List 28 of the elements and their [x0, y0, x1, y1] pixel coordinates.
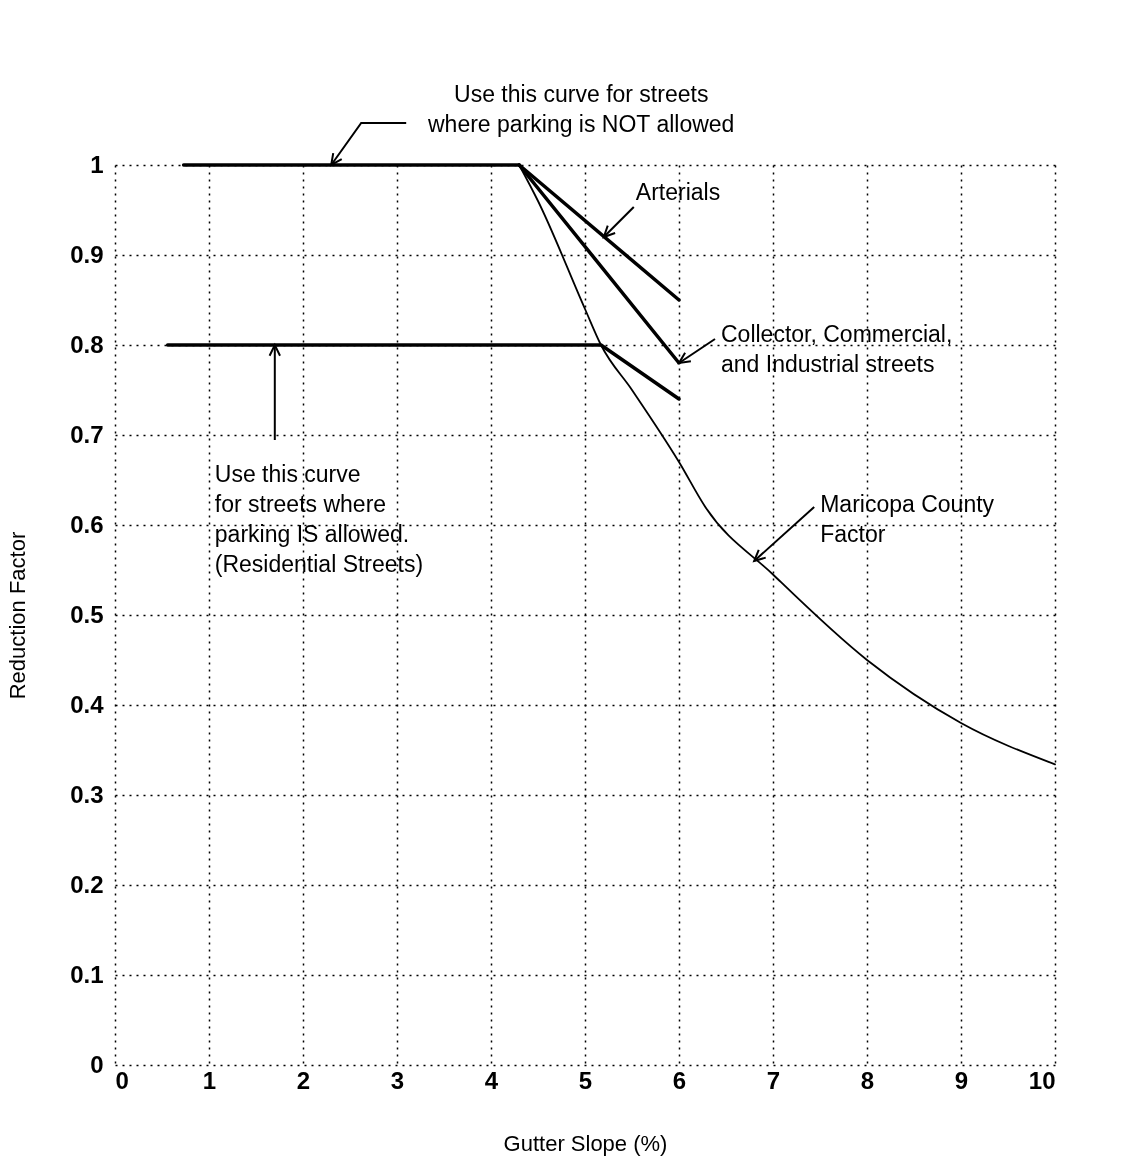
y-tick-label: 0.7 — [70, 420, 104, 448]
x-tick-label: 5 — [578, 1066, 593, 1094]
annotation: Collector, Commercial, and Industrial streets — [721, 321, 953, 377]
x-tick-label: 0 — [115, 1066, 129, 1094]
x-tick-label: 10 — [1028, 1066, 1056, 1094]
x-tick-label: 1 — [202, 1066, 217, 1094]
x-tick-label: 7 — [766, 1066, 781, 1094]
x-axis-title: Gutter Slope (%) — [503, 1130, 668, 1156]
y-tick-label: 0.6 — [70, 510, 104, 538]
y-tick-label: 0.8 — [70, 330, 104, 358]
y-tick-label: 0.2 — [70, 870, 104, 898]
y-tick-label: 0.9 — [70, 240, 104, 268]
y-tick-label: 0.1 — [70, 960, 104, 988]
annotation: Use this curve for streets where parking IS allowed. (Residential Streets) — [214, 461, 424, 577]
x-tick-label: 8 — [860, 1066, 875, 1094]
x-tick-label: 6 — [672, 1066, 687, 1094]
x-tick-label: 3 — [390, 1066, 405, 1094]
y-tick-label: 0.5 — [70, 600, 104, 628]
y-tick-label: 0.3 — [70, 780, 104, 808]
x-tick-label: 4 — [484, 1066, 499, 1094]
annotation: Use this curve for streets where parking is NOT allowed — [427, 81, 735, 137]
x-tick-label: 2 — [296, 1066, 311, 1094]
y-axis-title: Reduction Factor — [5, 531, 31, 700]
x-tick-label: 9 — [954, 1066, 969, 1094]
annotation: Arterials — [635, 179, 721, 205]
annotation: Maricopa County Factor — [820, 491, 995, 547]
y-tick-label: 0.4 — [70, 690, 105, 718]
y-tick-label: 1 — [90, 150, 104, 178]
